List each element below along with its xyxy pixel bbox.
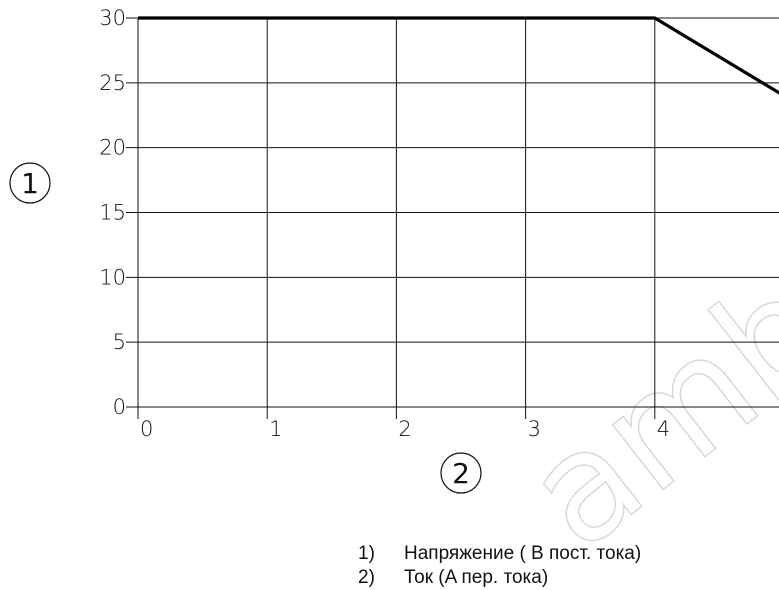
y-tick-label: 10 (99, 265, 126, 289)
legend-text: Ток (A пер. тока) (404, 567, 549, 588)
watermark: ambis (495, 167, 779, 572)
chart: ambis 0 5 10 15 20 25 30 0 1 2 3 4 5 1 2 (9, 6, 779, 572)
y-tick-label: 25 (99, 71, 126, 95)
x-tick-label: 3 (528, 417, 541, 441)
x-tick-label: 2 (398, 417, 411, 441)
y-tick-labels: 0 5 10 15 20 25 30 (99, 6, 126, 419)
y-tick-label: 5 (113, 330, 126, 354)
x-axis-label-marker: 2 (440, 452, 482, 494)
y-axis-label-circle (9, 162, 51, 204)
x-axis-label: 2 (452, 457, 470, 490)
y-tick-label: 0 (113, 395, 126, 419)
y-tick-label: 30 (99, 6, 126, 30)
series-line (138, 16, 779, 95)
legend: 1) Напряжение ( В пост. тока) 2) Ток (A … (358, 542, 641, 590)
x-tick-labels: 012345 (140, 417, 670, 441)
y-tick-label: 15 (99, 201, 126, 225)
y-tick-label: 20 (99, 136, 126, 160)
y-axis-label-marker: 1 (9, 162, 51, 204)
x-tick-label: 1 (269, 417, 282, 441)
legend-item: 2) Ток (A пер. тока) (358, 566, 641, 590)
legend-text: Напряжение ( В пост. тока) (404, 543, 642, 564)
legend-number: 1) (358, 543, 375, 564)
legend-number: 2) (358, 567, 375, 588)
legend-item: 1) Напряжение ( В пост. тока) (358, 542, 641, 566)
y-axis-label: 1 (21, 167, 39, 200)
x-tick-label: 0 (140, 417, 153, 441)
x-axis-label-circle (440, 452, 482, 494)
x-tick-label: 4 (657, 417, 670, 441)
chart-series (138, 16, 779, 95)
